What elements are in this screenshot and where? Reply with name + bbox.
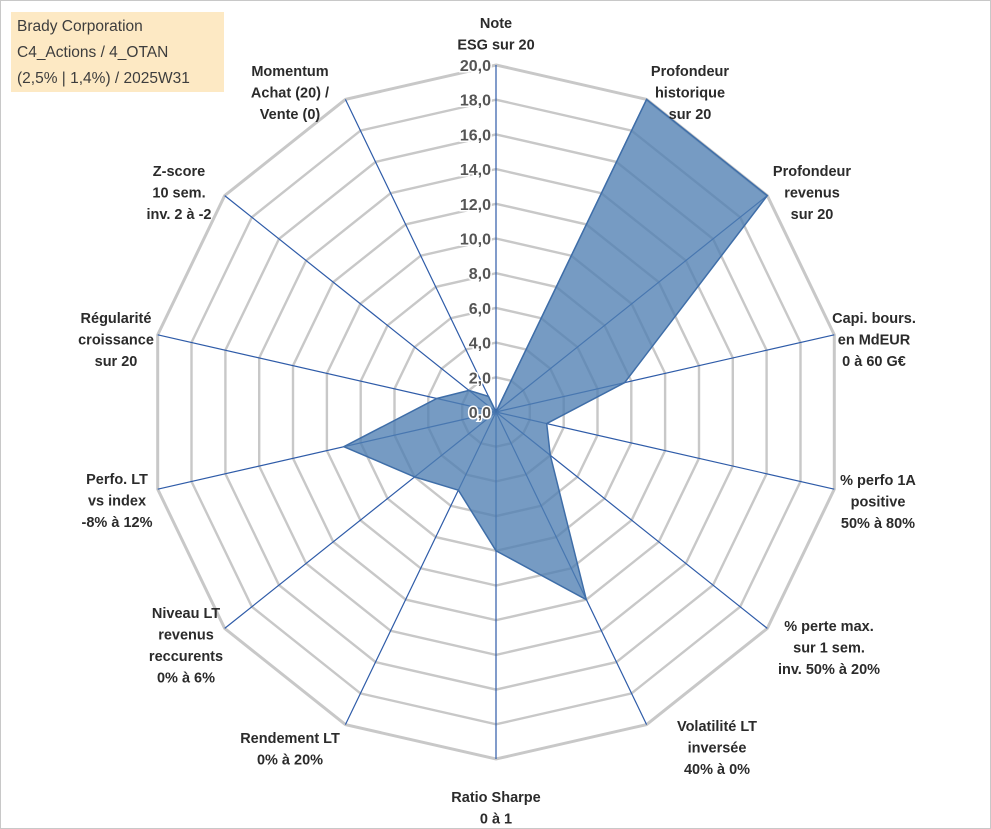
axis-label: Profondeur revenus sur 20 [773, 164, 851, 223]
tick-label: 14,0 [460, 162, 491, 179]
company-name: Brady Corporation [17, 18, 143, 35]
series-area [342, 98, 769, 602]
tick-label: 16,0 [460, 127, 491, 144]
tick-label-halo: 18,0 [460, 93, 491, 110]
axis-label: Régularité croissance sur 20 [78, 311, 154, 370]
category-label: C4_Actions / 4_OTAN [17, 44, 169, 61]
tick-label-halo: 0,0 [469, 405, 491, 422]
axis-label: % perfo 1A positive 50% à 80% [840, 473, 916, 532]
tick-label: 2,0 [469, 370, 491, 387]
tick-label-halo: 14,0 [460, 162, 491, 179]
tick-label: 4,0 [469, 336, 491, 353]
tick-label-halo: 10,0 [460, 232, 491, 249]
axis-spoke [495, 411, 835, 490]
chart-title-box: Brady Corporation C4_Actions / 4_OTAN (2… [11, 12, 224, 92]
tick-label: 20,0 [460, 58, 491, 75]
series-area-polygon [342, 98, 769, 602]
axis-label: Momentum Achat (20) / Vente (0) [251, 64, 329, 123]
axis-label: % perte max. sur 1 sem. inv. 50% à 20% [778, 619, 880, 678]
tick-label-halo: 12,0 [460, 197, 491, 214]
axis-label: Z-score 10 sem. inv. 2 à -2 [146, 164, 211, 223]
tick-label: 10,0 [460, 232, 491, 249]
tick-label-halo: 16,0 [460, 127, 491, 144]
axis-labels: Note ESG sur 20 Profondeur historique sur 20… [78, 16, 916, 828]
axis-spoke [344, 99, 497, 413]
axis-label: Niveau LT revenus reccurents 0% à 6% [149, 606, 223, 687]
tick-label-halo: 2,0 [469, 370, 491, 387]
tick-label-halo: 4,0 [469, 336, 491, 353]
tick-label-halo: 8,0 [469, 266, 491, 283]
axis-label: Rendement LT 0% à 20% [240, 731, 340, 769]
tick-label: 18,0 [460, 93, 491, 110]
tick-label: 12,0 [460, 197, 491, 214]
tick-label-halo: 6,0 [469, 301, 491, 318]
tick-label: 6,0 [469, 301, 491, 318]
axis-label: Note ESG sur 20 [457, 16, 534, 54]
tick-label: 0,0 [469, 405, 491, 422]
tick-label-halo: 20,0 [460, 58, 491, 75]
tick-label: 8,0 [469, 266, 491, 283]
axis-spoke [224, 195, 497, 413]
axis-label: Volatilité LT inversée 40% à 0% [677, 719, 757, 778]
axis-label: Perfo. LT vs index -8% à 12% [82, 472, 153, 531]
radial-tick-labels: 0,00,02,02,04,04,06,06,08,08,010,010,012… [458, 57, 492, 424]
axis-label: Ratio Sharpe 0 à 1 [451, 790, 540, 828]
axis-label: Capi. bours. en MdEUR 0 à 60 G€ [832, 311, 916, 370]
metrics-label: (2,5% | 1,4%) / 2025W31 [17, 70, 190, 87]
axis-label: Profondeur historique sur 20 [651, 64, 729, 123]
